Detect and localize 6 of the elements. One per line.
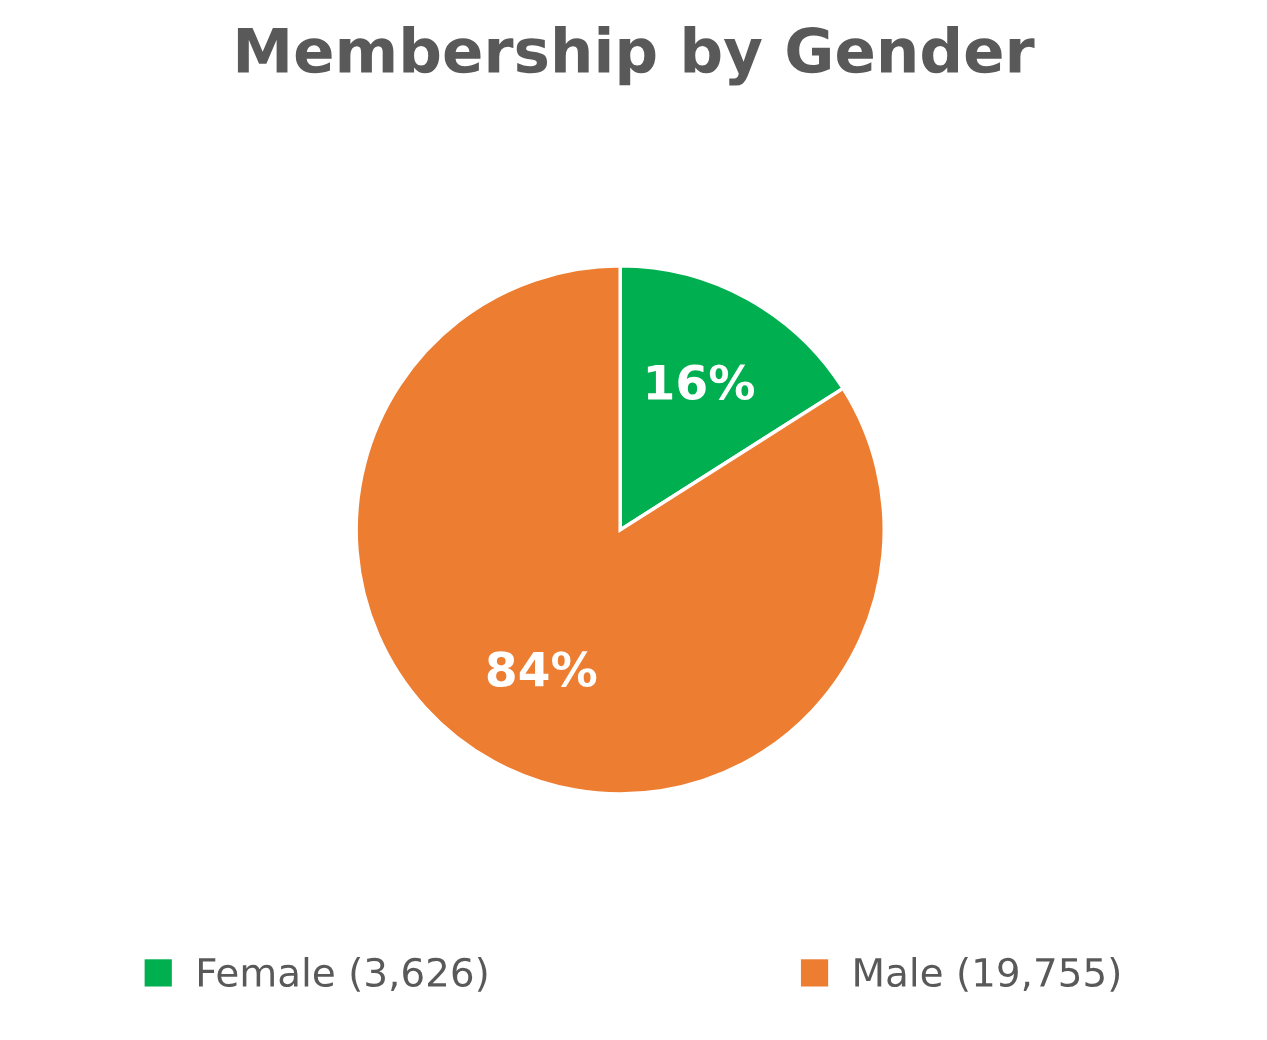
chart-title: Membership by Gender bbox=[237, 26, 1035, 86]
legend-label: Male (19,755) bbox=[855, 956, 1120, 992]
pie-slice bbox=[354, 264, 886, 796]
data-label: 84% bbox=[487, 651, 597, 688]
data-label: 16% bbox=[647, 364, 755, 401]
legend-label: Female (3,626) bbox=[198, 956, 487, 992]
